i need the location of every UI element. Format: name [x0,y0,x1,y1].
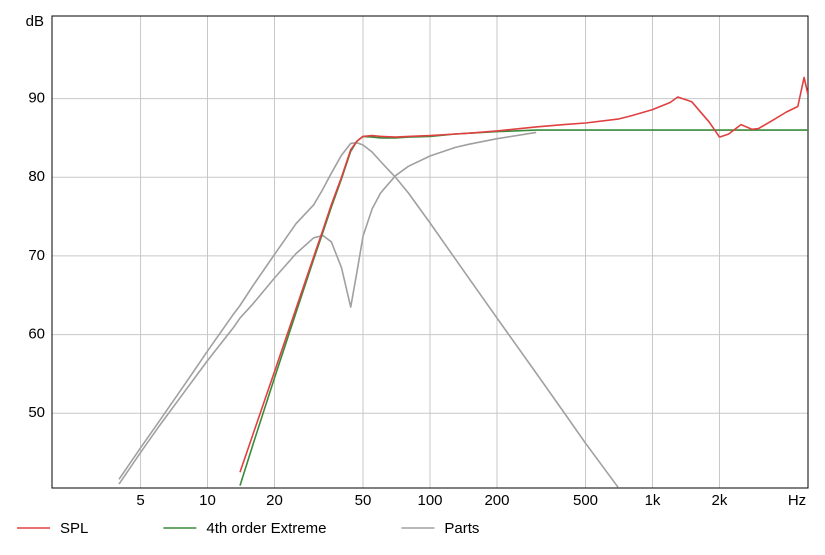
y-tick-label: 80 [28,168,45,185]
y-axis-label: dB [26,13,44,30]
legend-label: SPL [60,520,88,537]
x-tick-label: 10 [199,492,216,509]
x-tick-label: 1k [645,492,661,509]
x-tick-label: 50 [355,492,372,509]
x-axis-label: Hz [788,492,806,509]
y-tick-label: 60 [28,326,45,343]
y-tick-label: 50 [28,404,45,421]
series-line [118,131,537,485]
plot-border [51,15,809,489]
x-tick-label: 20 [266,492,283,509]
x-tick-label: 500 [573,492,598,509]
series-line [118,141,619,488]
x-tick-label: 100 [417,492,442,509]
plot-area [118,76,808,488]
x-tick-label: 5 [136,492,144,509]
y-tick-label: 70 [28,247,45,264]
legend-label: Parts [444,520,479,537]
y-tick-label: 90 [28,90,45,107]
legend-label: 4th order Extreme [206,520,326,537]
series-line [239,76,808,473]
x-tick-label: 2k [712,492,728,509]
x-tick-label: 200 [484,492,509,509]
